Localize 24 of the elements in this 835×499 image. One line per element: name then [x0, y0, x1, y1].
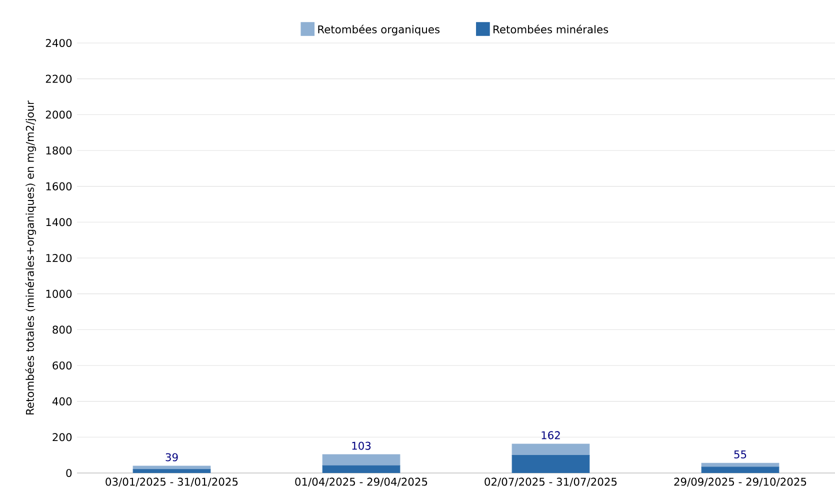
legend-label: Retombées minérales — [494, 24, 608, 34]
y-tick-label: 0 — [66, 468, 72, 478]
x-tick-label: 01/04/2025 - 29/04/2025 — [295, 478, 428, 487]
y-tick-label: 1800 — [46, 146, 72, 155]
y-axis-title: Retombées totales (minérales+organiques) en mg/m2/jour — [25, 100, 36, 414]
x-tick-label: 29/09/2025 - 29/10/2025 — [674, 478, 806, 487]
y-tick-label: 600 — [52, 361, 72, 370]
total-label: 103 — [352, 442, 371, 450]
y-tick-label: 400 — [52, 397, 72, 406]
x-tick-label: 02/07/2025 - 31/07/2025 — [484, 478, 617, 487]
total-label: 39 — [166, 453, 178, 462]
y-tick-label: 1200 — [46, 254, 72, 262]
y-tick-label: 1400 — [46, 218, 72, 226]
y-tick-label: 1600 — [46, 182, 72, 190]
y-tick-label: 2200 — [46, 74, 72, 83]
total-label: 55 — [734, 450, 746, 458]
legend-label: Retombées organiques — [318, 24, 440, 36]
y-tick-label: 800 — [52, 326, 72, 334]
y-tick-label: 1000 — [46, 290, 72, 298]
y-tick-label: 2400 — [46, 38, 72, 48]
y-tick-label: 2000 — [46, 110, 72, 119]
y-tick-label: 200 — [52, 433, 72, 442]
total-label: 162 — [542, 431, 560, 440]
x-tick-label: 03/01/2025 - 31/01/2025 — [106, 478, 238, 487]
